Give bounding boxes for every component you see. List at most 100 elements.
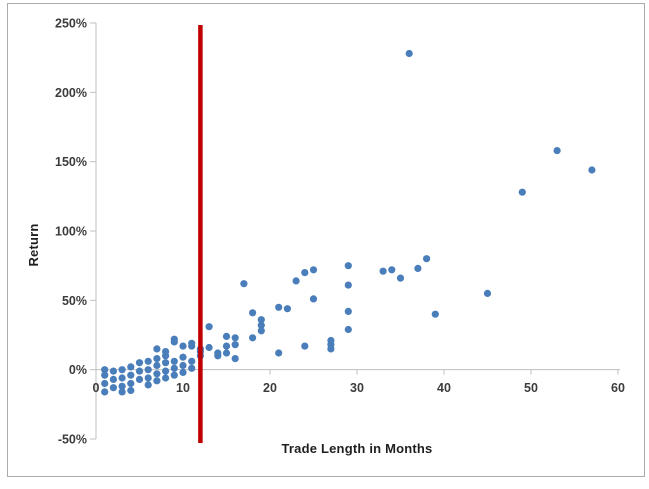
data-point: [127, 379, 135, 388]
data-point: [344, 262, 352, 270]
data-point: [135, 367, 144, 375]
data-point: [144, 381, 152, 389]
data-point: [135, 359, 144, 367]
data-point: [214, 352, 222, 360]
data-point: [405, 49, 413, 58]
data-point: [162, 359, 170, 367]
data-point: [301, 342, 309, 350]
data-point: [396, 274, 405, 282]
data-point: [144, 374, 152, 382]
data-point: [257, 321, 265, 329]
data-point: [431, 310, 439, 318]
y-tick-label: 200%: [55, 86, 87, 100]
data-point: [249, 334, 257, 342]
y-tick-label: 50%: [62, 294, 87, 308]
data-point: [222, 332, 231, 340]
data-point: [127, 371, 135, 379]
figure-border: [7, 3, 645, 477]
data-point: [118, 366, 126, 374]
data-point: [301, 269, 309, 277]
data-point: [275, 349, 283, 357]
y-tick-label: 0%: [69, 363, 87, 377]
data-point: [135, 375, 144, 383]
data-point: [170, 364, 178, 372]
data-point: [188, 357, 196, 365]
x-tick-label: 10: [176, 381, 190, 395]
data-point: [127, 363, 135, 371]
data-point: [153, 355, 161, 363]
data-point: [162, 367, 170, 375]
plot-area: -50% 0% 50% 100% 150% 200% 250% 0 10 20 30 40 50 60: [55, 17, 625, 447]
data-point: [179, 353, 187, 361]
data-point: [118, 388, 126, 396]
data-point: [101, 388, 109, 396]
data-point: [153, 345, 161, 353]
data-point: [309, 266, 318, 274]
data-point: [414, 264, 422, 272]
data-point: [127, 386, 135, 395]
data-point: [205, 323, 213, 331]
data-point: [109, 375, 117, 383]
data-point: [170, 371, 178, 379]
data-point: [144, 366, 152, 374]
y-tick-label: -50%: [58, 433, 87, 447]
y-tick-label: 150%: [55, 155, 87, 169]
data-point: [483, 289, 492, 297]
data-point: [292, 277, 300, 285]
data-point: [344, 281, 352, 289]
data-point: [170, 357, 178, 365]
data-point: [170, 338, 178, 346]
data-point: [188, 364, 196, 372]
x-tick-label: 60: [611, 381, 625, 395]
data-point: [205, 343, 213, 352]
y-axis-title: Return: [26, 223, 41, 266]
data-point: [231, 334, 239, 342]
data-point: [257, 316, 265, 324]
data-point: [344, 325, 352, 334]
data-point: [101, 366, 109, 374]
data-point: [153, 370, 161, 378]
data-point: [231, 355, 239, 363]
data-point: [109, 367, 117, 375]
x-axis-title: Trade Length in Months: [281, 441, 432, 456]
data-point: [553, 147, 561, 155]
data-point: [240, 280, 248, 288]
x-tick-label: 20: [263, 381, 277, 395]
x-tick-label: 0: [93, 381, 100, 395]
x-tick-label: 50: [524, 381, 538, 395]
data-point: [423, 255, 431, 263]
data-point: [518, 188, 526, 196]
data-point: [388, 266, 396, 274]
data-point: [257, 327, 265, 335]
data-point: [162, 374, 170, 382]
data-point: [309, 295, 318, 303]
data-point: [118, 382, 126, 390]
data-point: [344, 307, 352, 315]
data-point: [588, 166, 596, 174]
data-point: [379, 267, 387, 275]
data-point: [153, 377, 161, 385]
data-point: [179, 361, 187, 370]
data-point: [222, 342, 231, 350]
data-point: [144, 357, 152, 365]
data-point: [101, 371, 109, 379]
data-point: [162, 352, 170, 360]
data-point: [153, 361, 161, 370]
data-point: [222, 349, 231, 357]
data-point: [109, 384, 117, 392]
x-tick-label: 30: [350, 381, 364, 395]
data-point: [118, 374, 126, 382]
data-point: [179, 368, 187, 376]
data-point: [179, 342, 187, 350]
data-point: [188, 342, 196, 350]
data-point: [101, 379, 109, 388]
data-point: [275, 303, 283, 311]
data-point: [283, 305, 291, 313]
data-point: [327, 345, 335, 353]
y-tick-label: 100%: [55, 225, 87, 239]
x-tick-label: 40: [437, 381, 451, 395]
data-point: [249, 309, 257, 317]
y-tick-label: 250%: [55, 17, 87, 31]
